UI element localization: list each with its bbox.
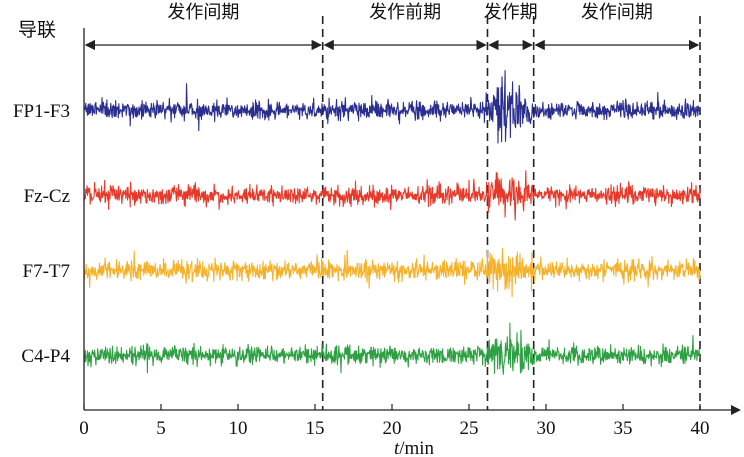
eeg-series-group: FP1-F3 Fz-Cz F7-T7 C4-P4 <box>13 70 701 375</box>
x-tick-label: 30 <box>537 418 556 439</box>
eeg-trace-f7-t7 <box>83 247 701 298</box>
x-tick-label: 40 <box>691 418 710 439</box>
x-tick-label: 0 <box>79 418 89 439</box>
x-tick-label: 25 <box>460 418 479 439</box>
eeg-trace-c4-p4 <box>83 322 701 375</box>
x-axis-arrow-icon <box>731 405 741 415</box>
x-tick-label: 5 <box>156 418 166 439</box>
y-axis-label: 导联 <box>18 19 56 41</box>
x-axis-label: t/min <box>394 438 435 457</box>
lead-label: F7-T7 <box>23 261 71 282</box>
lead-label: FP1-F3 <box>13 101 70 122</box>
x-axis-label-unit: /min <box>399 438 434 457</box>
phase-label: 发作间期 <box>581 2 653 23</box>
phase-label: 发作期 <box>484 2 538 23</box>
lead-label: Fz-Cz <box>24 186 70 207</box>
eeg-trace-fp1-f3 <box>83 70 701 144</box>
phase-label: 发作前期 <box>369 2 441 23</box>
x-tick-label: 10 <box>229 418 248 439</box>
x-tick-label: 20 <box>383 418 402 439</box>
x-tick-label: 35 <box>614 418 633 439</box>
x-axis-label-var: t <box>394 438 400 457</box>
x-tick-label: 15 <box>306 418 325 439</box>
phase-label: 发作间期 <box>167 2 239 23</box>
axes-group: 0 5 10 15 20 25 30 35 40 <box>79 28 741 439</box>
lead-label: C4-P4 <box>21 346 70 367</box>
eeg-trace-fz-cz <box>83 170 701 221</box>
phase-annotations: 发作间期 发作前期 发作期 发作间期 <box>84 2 701 410</box>
